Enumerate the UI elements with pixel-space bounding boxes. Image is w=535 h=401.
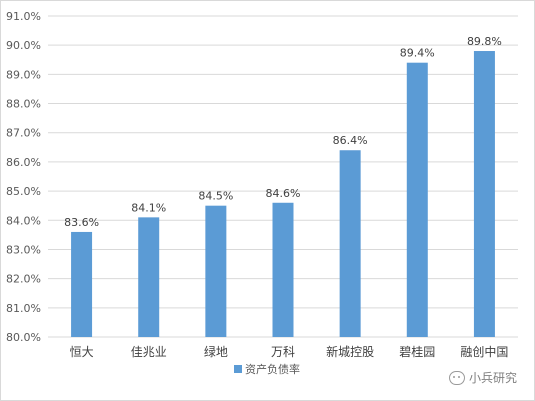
y-tick-label: 80.0% xyxy=(6,331,41,344)
x-tick-label: 碧桂园 xyxy=(399,344,435,359)
data-label: 89.8% xyxy=(467,35,502,48)
y-axis-labels: 80.0% 81.0% 82.0% 83.0% 84.0% 85.0% 86.0% 87.0%… xyxy=(6,10,41,344)
data-labels: 83.6% 84.1% 84.5% 84.6% 86.4% 89.4% 89.8% xyxy=(64,35,502,229)
y-tick-label: 88.0% xyxy=(6,98,41,111)
watermark-text: 小兵研究 xyxy=(468,371,517,385)
bar xyxy=(138,217,160,337)
y-tick-label: 81.0% xyxy=(6,302,41,315)
legend: 资产负债率 xyxy=(234,362,300,376)
data-label: 84.1% xyxy=(131,201,166,214)
x-axis-labels: 恒大 佳兆业 绿地 万科 新城控股 碧桂园 融创中国 xyxy=(70,344,509,359)
bar xyxy=(339,150,361,337)
watermark: 小兵研究 xyxy=(448,369,517,386)
bar xyxy=(473,51,495,337)
y-tick-label: 82.0% xyxy=(6,273,41,286)
legend-label: 资产负债率 xyxy=(245,362,300,376)
y-tick-label: 84.0% xyxy=(6,214,41,227)
x-tick-label: 佳兆业 xyxy=(131,345,167,359)
y-tick-label: 89.0% xyxy=(6,68,41,81)
data-label: 84.6% xyxy=(266,187,301,200)
gridlines xyxy=(48,15,518,338)
x-tick-label: 新城控股 xyxy=(326,344,374,359)
y-tick-label: 85.0% xyxy=(6,185,41,198)
y-tick-label: 86.0% xyxy=(6,156,41,169)
y-tick-label: 90.0% xyxy=(6,39,41,52)
data-label: 86.4% xyxy=(333,134,368,147)
legend-swatch xyxy=(234,365,242,373)
y-tick-label: 83.0% xyxy=(6,243,41,256)
y-tick-label: 91.0% xyxy=(6,10,41,23)
x-tick-label: 融创中国 xyxy=(460,344,508,359)
x-tick-label: 绿地 xyxy=(204,344,228,359)
bars xyxy=(71,51,495,337)
data-label: 84.5% xyxy=(198,190,233,203)
x-tick-label: 万科 xyxy=(271,345,295,359)
bar xyxy=(205,205,227,337)
bar xyxy=(71,231,93,337)
bar xyxy=(272,202,294,337)
x-tick-label: 恒大 xyxy=(70,345,94,359)
data-label: 89.4% xyxy=(400,47,435,60)
bar xyxy=(406,62,428,337)
y-tick-label: 87.0% xyxy=(6,127,41,140)
data-label: 83.6% xyxy=(64,216,99,229)
wechat-icon xyxy=(448,370,465,385)
